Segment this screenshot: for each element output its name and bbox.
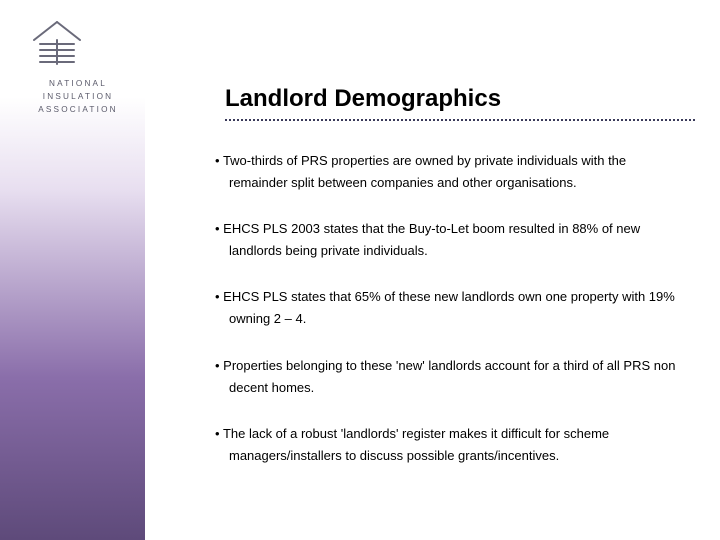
- title-divider: [225, 119, 695, 121]
- logo-text-line2: ASSOCIATION: [28, 103, 128, 116]
- bullet-list: Two-thirds of PRS properties are owned b…: [215, 150, 685, 491]
- page-title: Landlord Demographics: [225, 85, 695, 113]
- bullet-item: Properties belonging to these 'new' land…: [215, 355, 685, 399]
- sidebar-gradient: NATIONAL INSULATION ASSOCIATION: [0, 0, 145, 540]
- house-logo-icon: [28, 18, 86, 66]
- logo-text-line1: NATIONAL INSULATION: [28, 77, 128, 103]
- content-area: Landlord Demographics Two-thirds of PRS …: [175, 0, 700, 540]
- bullet-item: The lack of a robust 'landlords' registe…: [215, 423, 685, 467]
- bullet-item: EHCS PLS 2003 states that the Buy-to-Let…: [215, 218, 685, 262]
- bullet-item: Two-thirds of PRS properties are owned b…: [215, 150, 685, 194]
- bullet-item: EHCS PLS states that 65% of these new la…: [215, 286, 685, 330]
- logo: NATIONAL INSULATION ASSOCIATION: [28, 18, 128, 116]
- title-row: Landlord Demographics: [225, 85, 695, 121]
